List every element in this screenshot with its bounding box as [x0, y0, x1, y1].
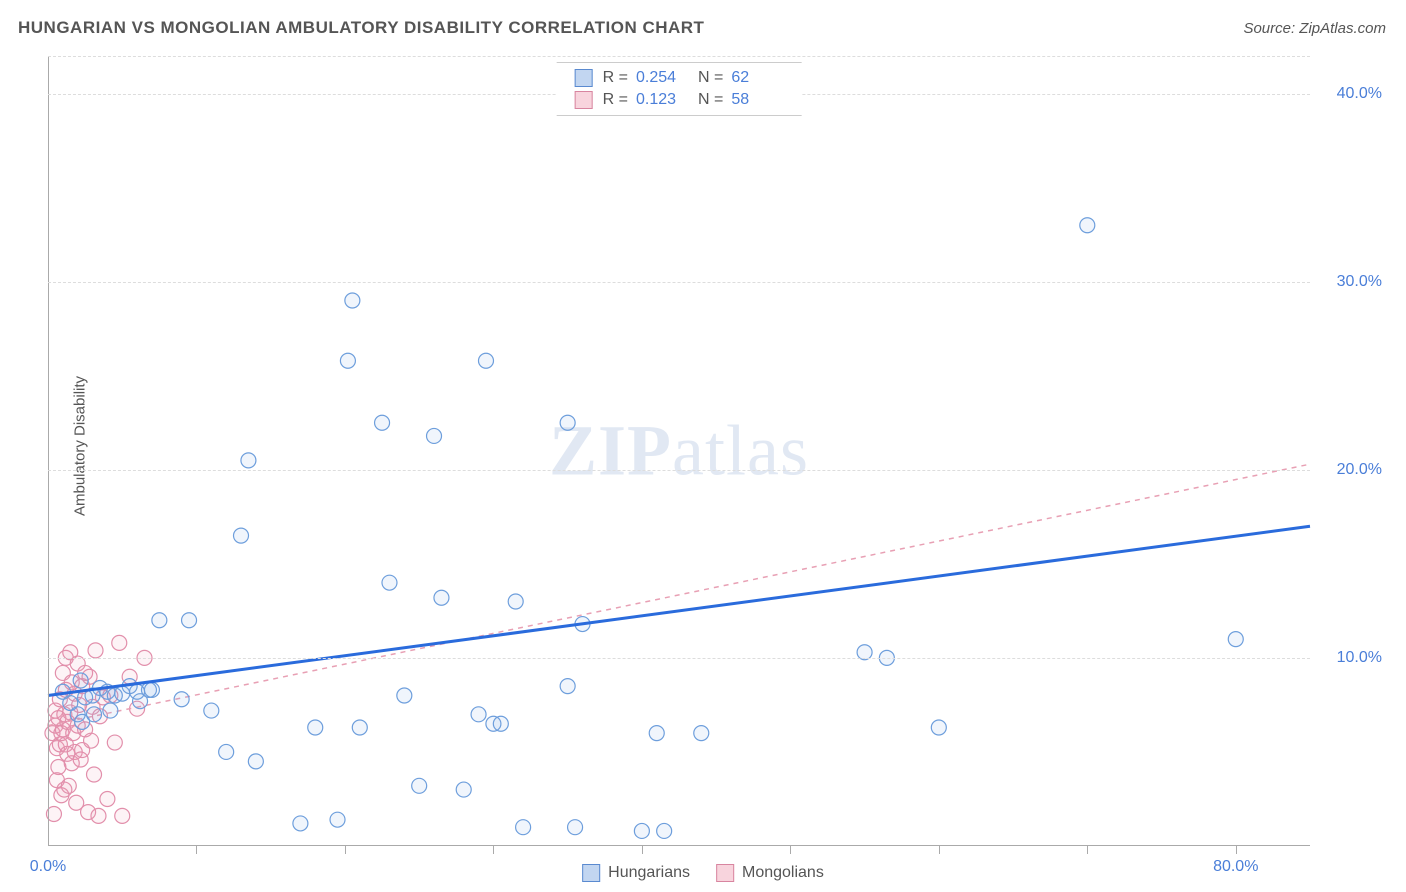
- x-tick-label: 0.0%: [30, 858, 66, 876]
- legend-swatch: [575, 69, 593, 87]
- n-value: 58: [731, 91, 783, 109]
- x-axis: [48, 845, 1310, 846]
- hungarians-point: [152, 613, 167, 628]
- x-tick: [642, 846, 643, 854]
- x-tick: [493, 846, 494, 854]
- y-tick-label: 10.0%: [1337, 649, 1382, 667]
- hungarians-point: [234, 528, 249, 543]
- legend-swatch: [575, 91, 593, 109]
- hungarians-point: [345, 293, 360, 308]
- mongolians-point: [115, 808, 130, 823]
- y-tick-label: 40.0%: [1337, 85, 1382, 103]
- mongolians-point: [87, 767, 102, 782]
- hungarians-point: [308, 720, 323, 735]
- hungarians-point: [1228, 632, 1243, 647]
- hungarians-point: [382, 575, 397, 590]
- hungarians-point: [434, 590, 449, 605]
- hungarians-point: [560, 679, 575, 694]
- chart-title: HUNGARIAN VS MONGOLIAN AMBULATORY DISABI…: [18, 18, 704, 38]
- hungarians-point: [412, 778, 427, 793]
- mongolians-point: [61, 778, 76, 793]
- hungarians-point: [931, 720, 946, 735]
- hungarians-point: [293, 816, 308, 831]
- hungarians-point: [456, 782, 471, 797]
- hungarians-point: [568, 820, 583, 835]
- scatter-chart: [48, 56, 1310, 846]
- hungarians-point: [397, 688, 412, 703]
- hungarians-point: [516, 820, 531, 835]
- hungarians-point: [87, 707, 102, 722]
- hungarians-point: [427, 428, 442, 443]
- gridline: [48, 658, 1310, 659]
- legend-label: Mongolians: [742, 864, 824, 882]
- hungarians-point: [560, 415, 575, 430]
- legend-swatch: [582, 864, 600, 882]
- mongolians-point: [100, 791, 115, 806]
- hungarians-point: [694, 726, 709, 741]
- plot-area: R =0.254N =62R =0.123N =58 ZIPatlas 10.0…: [48, 56, 1310, 846]
- hungarians-point: [241, 453, 256, 468]
- hungarians-point: [182, 613, 197, 628]
- legend-swatch: [716, 864, 734, 882]
- hungarians-point: [352, 720, 367, 735]
- hungarians-point: [493, 716, 508, 731]
- hungarians-point: [330, 812, 345, 827]
- hungarians-point: [1080, 218, 1095, 233]
- mongolians-point: [107, 735, 122, 750]
- gridline: [48, 470, 1310, 471]
- hungarians-point: [103, 703, 118, 718]
- stats-legend: R = 0.254 N = 62 R = 0.123 N = 58: [557, 62, 802, 116]
- hungarians-point: [174, 692, 189, 707]
- r-value: 0.254: [636, 69, 688, 87]
- hungarians-point: [144, 682, 159, 697]
- mongolians-point: [84, 733, 99, 748]
- hungarians-point: [657, 823, 672, 838]
- gridline: [48, 56, 1310, 57]
- mongolians-point: [88, 643, 103, 658]
- y-axis: [48, 56, 49, 846]
- source-credit: Source: ZipAtlas.com: [1243, 20, 1386, 37]
- mongolians-trendline: [48, 464, 1310, 725]
- hungarians-point: [478, 353, 493, 368]
- stats-legend-row: R = 0.123 N = 58: [575, 89, 784, 111]
- hungarians-point: [73, 673, 88, 688]
- n-label: N =: [698, 69, 723, 87]
- mongolians-point: [51, 760, 66, 775]
- x-tick: [790, 846, 791, 854]
- x-tick: [939, 846, 940, 854]
- stats-legend-row: R = 0.254 N = 62: [575, 67, 784, 89]
- hungarians-point: [508, 594, 523, 609]
- series-legend: Hungarians Mongolians: [582, 864, 824, 882]
- x-tick: [196, 846, 197, 854]
- legend-item: Hungarians: [582, 864, 690, 882]
- r-label: R =: [603, 69, 628, 87]
- r-label: R =: [603, 91, 628, 109]
- gridline: [48, 282, 1310, 283]
- n-value: 62: [731, 69, 783, 87]
- n-label: N =: [698, 91, 723, 109]
- x-tick: [1236, 846, 1237, 854]
- x-tick: [345, 846, 346, 854]
- legend-item: Mongolians: [716, 864, 824, 882]
- x-tick: [1087, 846, 1088, 854]
- mongolians-point: [112, 635, 127, 650]
- hungarians-point: [219, 744, 234, 759]
- x-tick-label: 80.0%: [1213, 858, 1258, 876]
- mongolians-point: [91, 808, 106, 823]
- y-tick-label: 20.0%: [1337, 461, 1382, 479]
- hungarians-point: [471, 707, 486, 722]
- hungarians-trendline: [48, 526, 1310, 695]
- r-value: 0.123: [636, 91, 688, 109]
- legend-label: Hungarians: [608, 864, 690, 882]
- hungarians-point: [248, 754, 263, 769]
- hungarians-point: [204, 703, 219, 718]
- y-tick-label: 30.0%: [1337, 273, 1382, 291]
- hungarians-point: [375, 415, 390, 430]
- hungarians-point: [340, 353, 355, 368]
- hungarians-point: [649, 726, 664, 741]
- hungarians-point: [634, 823, 649, 838]
